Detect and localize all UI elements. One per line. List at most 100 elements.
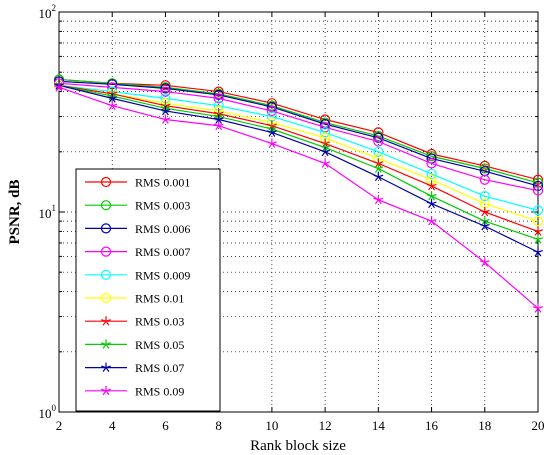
- legend-box: [75, 168, 221, 412]
- x-tick-label: 10: [265, 418, 278, 433]
- data-point: [479, 206, 490, 217]
- legend-label: RMS 0.01: [135, 292, 184, 306]
- series-line: [58, 84, 539, 232]
- data-point: [426, 191, 437, 201]
- legend-item: RMS 0.007: [85, 245, 190, 259]
- data-point: [426, 180, 437, 191]
- data-point: [160, 86, 171, 97]
- data-point: [107, 100, 118, 111]
- legend-label: RMS 0.03: [135, 315, 184, 329]
- legend-item: RMS 0.006: [85, 222, 190, 236]
- x-tick-label: 2: [56, 418, 63, 433]
- data-point: [160, 114, 171, 124]
- data-point: [54, 82, 64, 92]
- series-line: [58, 80, 539, 187]
- data-point: [213, 114, 224, 124]
- y-tick-label: 101: [39, 203, 57, 221]
- data-point: [532, 205, 544, 216]
- x-tick-label: 20: [532, 418, 544, 433]
- series-line: [58, 84, 539, 240]
- data-point: [373, 171, 384, 182]
- data-point: [532, 174, 544, 185]
- data-point: [266, 98, 277, 109]
- x-tick-label: 18: [478, 418, 491, 433]
- legend-label: RMS 0.009: [135, 268, 190, 282]
- legend-marker: [100, 176, 112, 188]
- data-point: [266, 105, 277, 117]
- legend-label: RMS 0.003: [135, 199, 190, 213]
- data-point: [479, 163, 490, 174]
- data-point: [479, 160, 490, 172]
- data-point: [320, 142, 331, 152]
- y-tick-label: 100: [39, 403, 57, 421]
- data-point: [160, 105, 171, 116]
- data-point: [266, 124, 277, 134]
- data-point: [426, 216, 437, 226]
- data-point: [266, 138, 277, 148]
- data-point: [479, 216, 490, 226]
- y-tick-label: 102: [39, 3, 57, 21]
- x-tick-label: 6: [162, 418, 169, 433]
- legend-marker: [100, 223, 112, 234]
- legend-item: RMS 0.03: [85, 315, 184, 329]
- data-point: [532, 185, 544, 196]
- data-point: [160, 83, 171, 94]
- legend-item: RMS 0.003: [85, 199, 190, 213]
- legend: RMS 0.001 RMS 0.003 RMS 0.006 RMS 0.007 RMS …: [75, 168, 221, 412]
- x-axis-label: Rank block size: [250, 438, 346, 454]
- data-point: [533, 247, 543, 257]
- x-tick-label: 14: [372, 418, 386, 433]
- legend-item: RMS 0.05: [85, 338, 184, 352]
- legend-label: RMS 0.09: [135, 384, 184, 398]
- legend-label: RMS 0.07: [135, 361, 184, 375]
- data-point: [479, 221, 490, 231]
- data-point: [533, 226, 543, 236]
- data-point: [320, 138, 331, 148]
- data-point: [479, 191, 490, 202]
- series-line: [58, 84, 539, 222]
- x-tick-label: 12: [319, 418, 332, 433]
- y-axis-label: PSNR, dB: [7, 179, 23, 244]
- legend-marker: [100, 246, 112, 257]
- legend-label: RMS 0.006: [135, 222, 190, 236]
- series-line: [58, 84, 539, 253]
- series-line: [58, 78, 539, 184]
- data-point: [320, 119, 331, 130]
- legend-marker: [101, 339, 111, 349]
- data-point: [266, 120, 277, 131]
- data-point: [532, 216, 544, 227]
- data-point: [373, 158, 384, 168]
- data-point: [320, 146, 331, 157]
- data-point: [213, 93, 224, 104]
- legend-item: RMS 0.09: [85, 384, 184, 398]
- data-point: [426, 158, 437, 169]
- series-line: [58, 78, 539, 181]
- legend-marker: [100, 292, 112, 304]
- series-line: [58, 84, 539, 211]
- data-point: [426, 198, 437, 209]
- data-point: [532, 177, 544, 188]
- data-point: [373, 163, 384, 173]
- data-point: [373, 146, 384, 157]
- data-point: [107, 93, 118, 103]
- legend-marker: [101, 362, 111, 373]
- data-point: [533, 234, 543, 244]
- legend-label: RMS 0.001: [135, 176, 190, 190]
- series-10: [54, 82, 543, 313]
- x-tick-label: 8: [215, 418, 222, 433]
- data-point: [479, 257, 490, 267]
- legend-label: RMS 0.007: [135, 245, 190, 259]
- series-line: [58, 86, 539, 309]
- data-point: [533, 303, 543, 313]
- legend-marker: [100, 269, 112, 280]
- legend-marker: [101, 316, 111, 326]
- series-layer: [53, 74, 544, 313]
- legend-item: RMS 0.009: [85, 268, 190, 282]
- data-point: [373, 136, 384, 147]
- data-point: [373, 194, 384, 205]
- data-point: [320, 127, 331, 138]
- data-point: [213, 120, 224, 131]
- legend-item: RMS 0.01: [85, 292, 184, 306]
- series-line: [58, 82, 539, 192]
